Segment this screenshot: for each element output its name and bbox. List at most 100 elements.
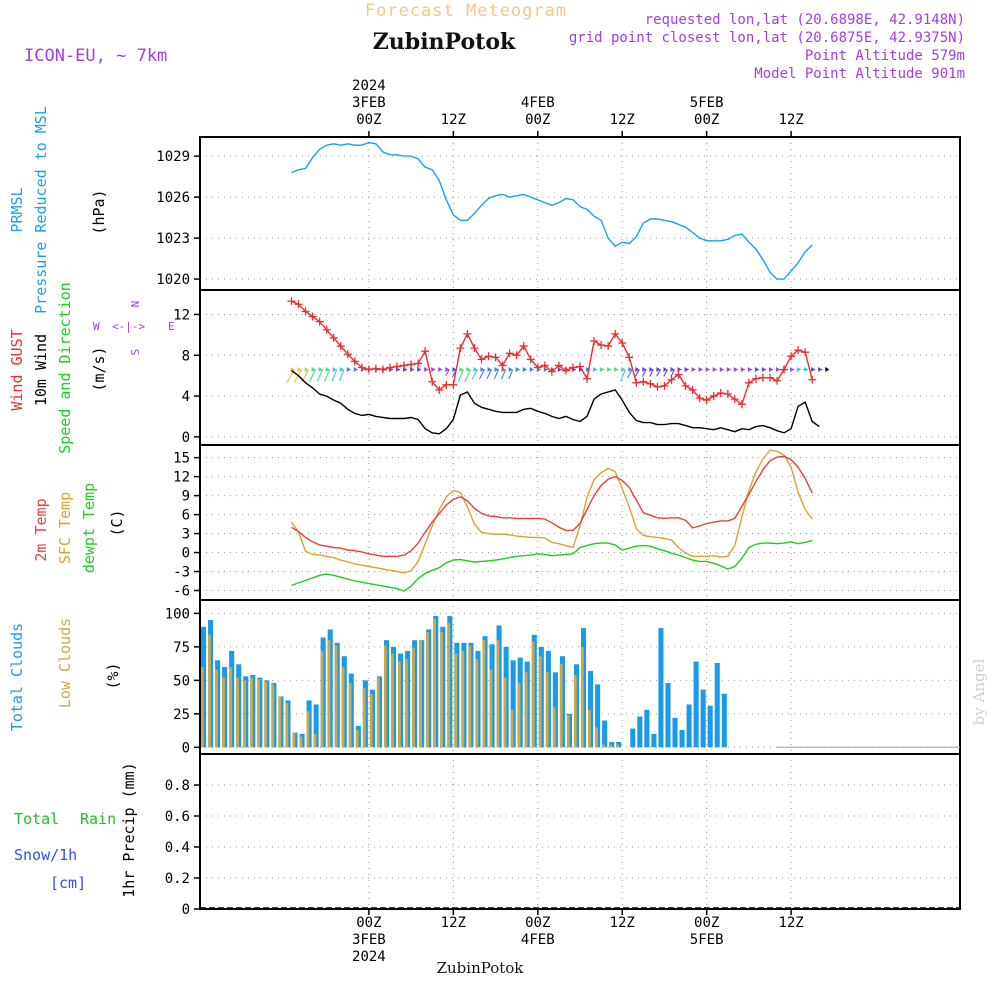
- y-tick-label: -3: [173, 565, 190, 581]
- wind-direction-arrow: [508, 369, 514, 380]
- wind-arrow-head: [311, 367, 316, 373]
- gust-marker: [576, 362, 584, 371]
- low-cloud-bar: [538, 656, 542, 748]
- wind-gust-line: [291, 300, 813, 406]
- temp-ylabel-line-2: SFC Temp: [56, 492, 74, 564]
- wind-arrow-head: [642, 367, 647, 373]
- top-time-label: 00Z: [356, 112, 381, 128]
- gust-marker: [561, 366, 570, 375]
- point-altitude: Point Altitude 579m: [805, 48, 965, 64]
- closest-point: grid point closest lon,lat (20.6875E, 42…: [569, 30, 965, 46]
- wind-arrow-head: [769, 367, 773, 373]
- y-tick-label: 4: [182, 389, 190, 405]
- low-cloud-bar: [531, 641, 535, 748]
- low-cloud-bar: [222, 677, 225, 748]
- total-cloud-bar: [658, 628, 664, 748]
- y-tick-label: -6: [173, 584, 190, 600]
- low-cloud-bar: [440, 632, 444, 748]
- wind-direction-arrow: [627, 369, 633, 379]
- compass-s: S: [129, 349, 142, 356]
- wind-direction-arrow: [339, 369, 345, 381]
- gust-marker: [498, 361, 507, 370]
- gust-marker: [526, 355, 535, 364]
- wind-direction-arrow: [493, 369, 500, 380]
- low-cloud-bar: [573, 674, 577, 748]
- gust-marker: [625, 353, 634, 362]
- total-cloud-bar: [672, 717, 678, 748]
- gust-marker: [611, 329, 620, 338]
- low-cloud-bar: [475, 658, 479, 748]
- wind-arrow-head: [797, 367, 802, 373]
- gust-marker: [590, 336, 599, 345]
- gust-marker: [660, 381, 669, 390]
- low-cloud-bar: [250, 677, 254, 748]
- low-cloud-bar: [447, 622, 451, 748]
- low-cloud-bar: [348, 683, 352, 748]
- gust-marker: [378, 365, 387, 374]
- wind-ylabel-line-3: Speed and Direction: [56, 282, 74, 454]
- total-cloud-bar: [595, 684, 601, 748]
- y-tick-label: 25: [173, 707, 190, 723]
- model-altitude: Model Point Altitude 901m: [754, 66, 965, 82]
- gust-marker: [554, 361, 563, 370]
- gust-marker: [336, 342, 345, 351]
- gust-marker: [773, 376, 782, 385]
- clouds-ylabel: Total Clouds Low Clouds (%): [8, 618, 122, 731]
- low-cloud-bar: [468, 645, 472, 748]
- y-tick-label: 1026: [156, 190, 190, 206]
- gust-marker: [547, 367, 556, 376]
- wind-panel: 0 4 8 12: [173, 289, 961, 446]
- wind-direction-arrow: [649, 369, 654, 377]
- low-cloud-bar: [264, 681, 268, 748]
- gust-marker: [794, 346, 803, 355]
- bottom-time-label: 00Z: [694, 915, 719, 931]
- low-cloud-bar: [299, 736, 303, 748]
- gust-marker: [287, 297, 296, 306]
- wind-direction-arrow: [309, 369, 317, 383]
- compass-e: E: [168, 320, 175, 333]
- gust-marker: [364, 365, 373, 374]
- pressure-line: [291, 141, 813, 280]
- wind-arrow-head: [424, 367, 429, 373]
- wind-arrow-head: [452, 367, 457, 373]
- gust-marker: [723, 390, 732, 399]
- wind-arrow-head: [726, 367, 731, 373]
- bottom-time-label: 4FEB: [521, 932, 555, 948]
- y-tick-label: 1020: [156, 272, 190, 288]
- low-cloud-bar: [426, 632, 429, 748]
- wind-arrow-head: [747, 367, 752, 373]
- gust-marker: [512, 351, 521, 360]
- gust-marker: [477, 355, 486, 364]
- gust-marker: [315, 317, 324, 326]
- low-cloud-bar: [595, 727, 598, 748]
- gust-marker: [632, 378, 641, 387]
- wind-arrow-head: [614, 367, 619, 373]
- low-cloud-bar: [461, 650, 465, 748]
- gust-marker: [449, 380, 458, 389]
- 2m-temp-line: [291, 455, 813, 557]
- gust-marker: [421, 347, 430, 356]
- gust-marker: [294, 300, 303, 309]
- gust-marker: [428, 377, 437, 386]
- legend-cm: [cm]: [50, 874, 86, 892]
- low-cloud-bar: [236, 677, 239, 748]
- gust-marker: [400, 361, 409, 370]
- wind-direction-arrow: [620, 369, 626, 382]
- y-tick-label: 0.4: [165, 840, 190, 856]
- low-cloud-bar: [517, 683, 521, 748]
- gust-marker: [618, 339, 627, 348]
- total-cloud-bar: [588, 670, 594, 748]
- low-cloud-bar: [229, 666, 232, 748]
- wind-arrow-head: [353, 367, 358, 373]
- wind-arrow-head: [445, 367, 450, 373]
- wind-arrow-head: [431, 367, 436, 373]
- clouds-unit: (%): [104, 662, 122, 689]
- wind-arrow-head: [607, 367, 612, 373]
- total-cloud-bar: [665, 683, 671, 748]
- wind-arrow-head: [804, 367, 809, 373]
- temp-ylabel-line-1: 2m Temp: [32, 498, 50, 561]
- wind-arrow-head: [733, 367, 738, 373]
- wind-arrow-head: [346, 367, 351, 373]
- wind-arrow-head: [649, 367, 654, 373]
